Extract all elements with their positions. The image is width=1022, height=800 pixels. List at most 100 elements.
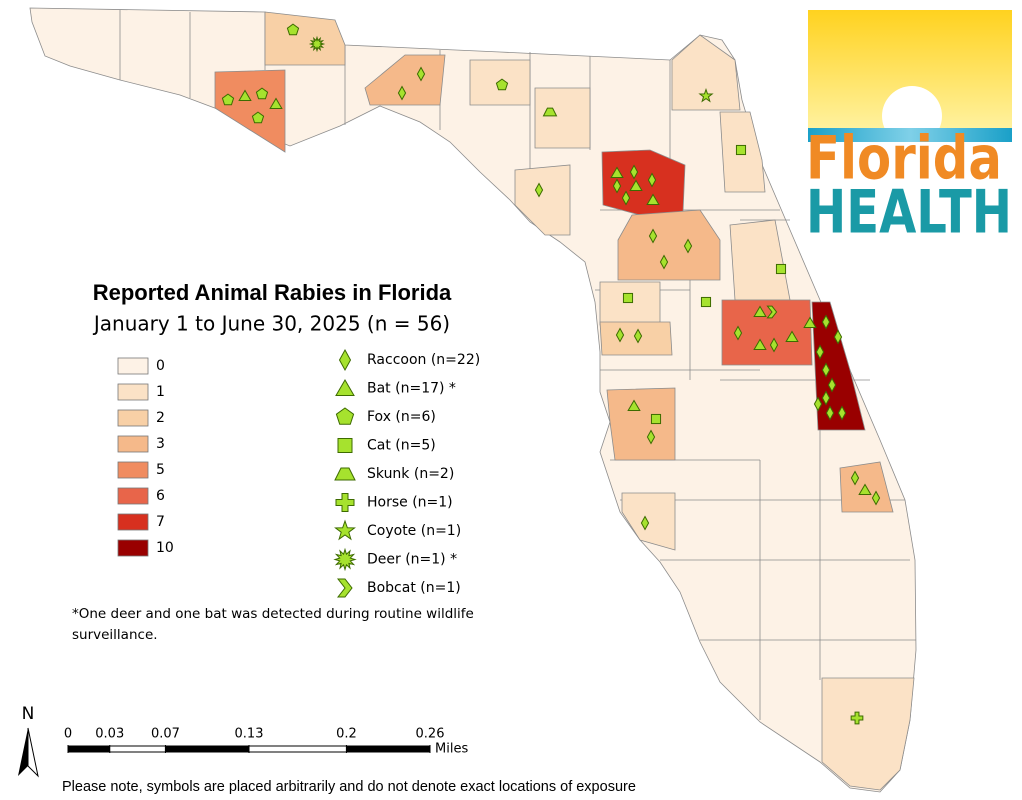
symbol-raccoon	[612, 178, 622, 194]
symbol-cat	[775, 263, 787, 275]
north-arrow: N	[18, 704, 39, 778]
legend-swatch	[117, 461, 149, 479]
legend-species: Deer (n=1) *	[367, 552, 457, 568]
legend-label: 6	[156, 488, 165, 504]
symbol-bat	[627, 399, 641, 412]
legend-species: Bobcat (n=1)	[367, 580, 461, 596]
footnote: *One deer and one bat was detected durin…	[72, 606, 474, 643]
symbol-cat	[337, 438, 353, 453]
logo: Florida HEALTH	[806, 10, 1012, 248]
symbol-raccoon	[733, 325, 743, 341]
symbol-bat	[269, 97, 283, 110]
legend-label: 7	[156, 514, 165, 530]
symbol-raccoon	[833, 329, 843, 345]
scale-unit: Miles	[435, 742, 468, 757]
scale-segment	[345, 745, 431, 753]
note: Please note, symbols are placed arbitrar…	[62, 779, 636, 795]
legend: 0 1 2 3 5 6 7 10 Raccoon (n=22) Bat (n=17) * Fox (…	[117, 348, 480, 598]
county	[617, 209, 721, 281]
symbol-raccoon	[621, 190, 631, 206]
legend-label: 10	[156, 540, 174, 556]
symbol-bat	[858, 483, 872, 496]
symbol-raccoon	[871, 490, 881, 506]
legend-swatch	[117, 539, 149, 557]
symbol-bobcat	[766, 305, 778, 319]
symbol-bat	[803, 316, 817, 329]
county	[514, 164, 571, 236]
symbol-coyote	[334, 519, 356, 541]
symbol-fox	[251, 111, 265, 124]
scale-label: 0.2	[336, 727, 357, 742]
legend-swatch	[117, 383, 149, 401]
legend-species: Coyote (n=1)	[367, 523, 461, 539]
title: Reported Animal Rabies in Florida	[93, 280, 452, 305]
county	[599, 281, 661, 326]
symbol-skunk	[334, 467, 356, 481]
symbol-bat	[629, 179, 643, 192]
symbol-raccoon	[769, 337, 779, 353]
symbol-bat	[785, 330, 799, 343]
scale-label: 0	[64, 727, 72, 742]
symbol-bat	[753, 305, 767, 318]
symbol-skunk	[542, 107, 558, 117]
symbol-raccoon	[821, 362, 831, 378]
legend-label: 5	[156, 462, 165, 478]
scale-segment	[164, 745, 250, 753]
scale-label: 0.13	[235, 727, 264, 742]
symbol-cat	[650, 413, 662, 425]
symbol-raccoon	[633, 328, 643, 344]
symbol-raccoon	[837, 405, 847, 421]
scale-label: 0.03	[95, 727, 124, 742]
symbol-fox	[335, 407, 355, 425]
symbol-cat	[622, 292, 634, 304]
county	[534, 87, 591, 149]
symbol-bat	[753, 338, 767, 351]
symbol-deer	[308, 35, 326, 53]
scale-label: 0.26	[416, 727, 445, 742]
symbol-raccoon	[648, 228, 658, 244]
symbol-coyote	[698, 87, 714, 103]
north-label: N	[22, 704, 35, 724]
county	[811, 301, 866, 431]
county	[671, 34, 741, 111]
arrow-half	[27, 727, 39, 778]
symbol-raccoon	[629, 164, 639, 180]
symbol-fox	[255, 87, 269, 100]
symbol-fox	[221, 93, 235, 106]
legend-species: Skunk (n=2)	[367, 466, 454, 482]
symbol-raccoon	[821, 314, 831, 330]
scale-segment	[109, 745, 166, 753]
map	[29, 7, 917, 793]
legend-species: Horse (n=1)	[367, 495, 453, 511]
symbol-raccoon	[659, 254, 669, 270]
legend-swatch	[117, 513, 149, 531]
legend-species: Fox (n=6)	[367, 409, 436, 425]
county	[721, 299, 813, 366]
symbol-deer	[333, 547, 357, 572]
legend-swatch	[117, 435, 149, 453]
symbol-raccoon	[815, 344, 825, 360]
symbol-raccoon	[647, 172, 657, 188]
legend-label: 0	[156, 358, 165, 374]
county	[214, 69, 286, 153]
legend-swatch	[117, 487, 149, 505]
symbol-raccoon	[821, 390, 831, 406]
county	[621, 492, 676, 551]
legend-species: Raccoon (n=22)	[367, 352, 480, 368]
county	[601, 149, 686, 216]
symbol-raccoon	[615, 327, 625, 343]
symbol-bat	[610, 166, 624, 179]
symbol-horse	[850, 711, 864, 725]
logo-text: Florida	[806, 124, 1002, 194]
symbol-raccoon	[827, 377, 837, 393]
symbol-raccoon	[813, 396, 823, 412]
logo-sea	[808, 128, 1012, 142]
county	[821, 677, 915, 791]
county	[364, 54, 446, 106]
symbol-bat	[335, 379, 355, 396]
scale-label: 0.07	[151, 727, 180, 742]
state-outline	[29, 7, 917, 793]
county	[606, 387, 676, 461]
symbol-bobcat	[336, 578, 353, 598]
arrow-half	[18, 728, 28, 776]
